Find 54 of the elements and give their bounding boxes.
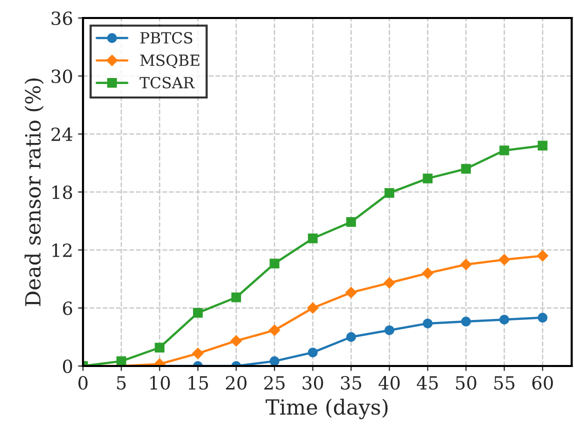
x-tick-label: 0 (78, 376, 88, 390)
point (536, 250, 548, 262)
point (306, 302, 319, 314)
y-tick-label: 12 (52, 243, 72, 257)
point (345, 286, 357, 298)
point (230, 334, 242, 347)
point (384, 188, 394, 198)
point (308, 348, 318, 358)
x-tick-label: 20 (226, 376, 246, 390)
legend-label: PBTCS (140, 32, 192, 44)
point (346, 217, 356, 227)
x-tick-label: 5 (117, 376, 126, 390)
x-tick-label: 60 (532, 376, 553, 390)
point (422, 174, 433, 184)
x-tick-label: 10 (150, 376, 170, 390)
x-tick-label: 45 (416, 376, 438, 390)
x-tick-label: 50 (456, 376, 476, 390)
y-tick-label: 0 (62, 359, 72, 374)
point (270, 356, 280, 366)
point (154, 342, 164, 352)
x-axis-title: Time (days) (266, 398, 388, 420)
point (422, 318, 433, 328)
point (538, 140, 548, 150)
x-tick-label: 25 (264, 376, 285, 390)
point (268, 324, 280, 336)
y-tick-label: 24 (52, 127, 72, 141)
point (384, 325, 394, 336)
point (231, 292, 242, 302)
legend-label: MSQBE (140, 54, 200, 68)
point (308, 234, 318, 244)
point (460, 258, 472, 270)
x-tick-label: 35 (340, 376, 362, 390)
point (498, 254, 510, 266)
x-tick-label: 30 (302, 376, 324, 390)
x-tick-label: 15 (188, 376, 208, 390)
point (346, 332, 356, 342)
point (192, 348, 204, 360)
y-tick-label: 18 (52, 185, 72, 200)
point (270, 258, 280, 268)
point (499, 146, 510, 156)
point (499, 314, 510, 324)
point (461, 164, 471, 174)
point (193, 308, 203, 318)
y-tick-label: 36 (52, 11, 72, 26)
y-tick-label: 30 (52, 69, 72, 84)
point (422, 267, 434, 280)
point (461, 316, 471, 326)
point (384, 276, 396, 289)
legend-label: TCSAR (140, 76, 195, 88)
x-tick-label: 55 (494, 376, 514, 390)
point (538, 312, 548, 323)
y-axis-title: Dead sensor ratio (%) (24, 78, 44, 306)
x-tick-label: 40 (378, 376, 400, 390)
y-tick-label: 6 (62, 301, 72, 316)
